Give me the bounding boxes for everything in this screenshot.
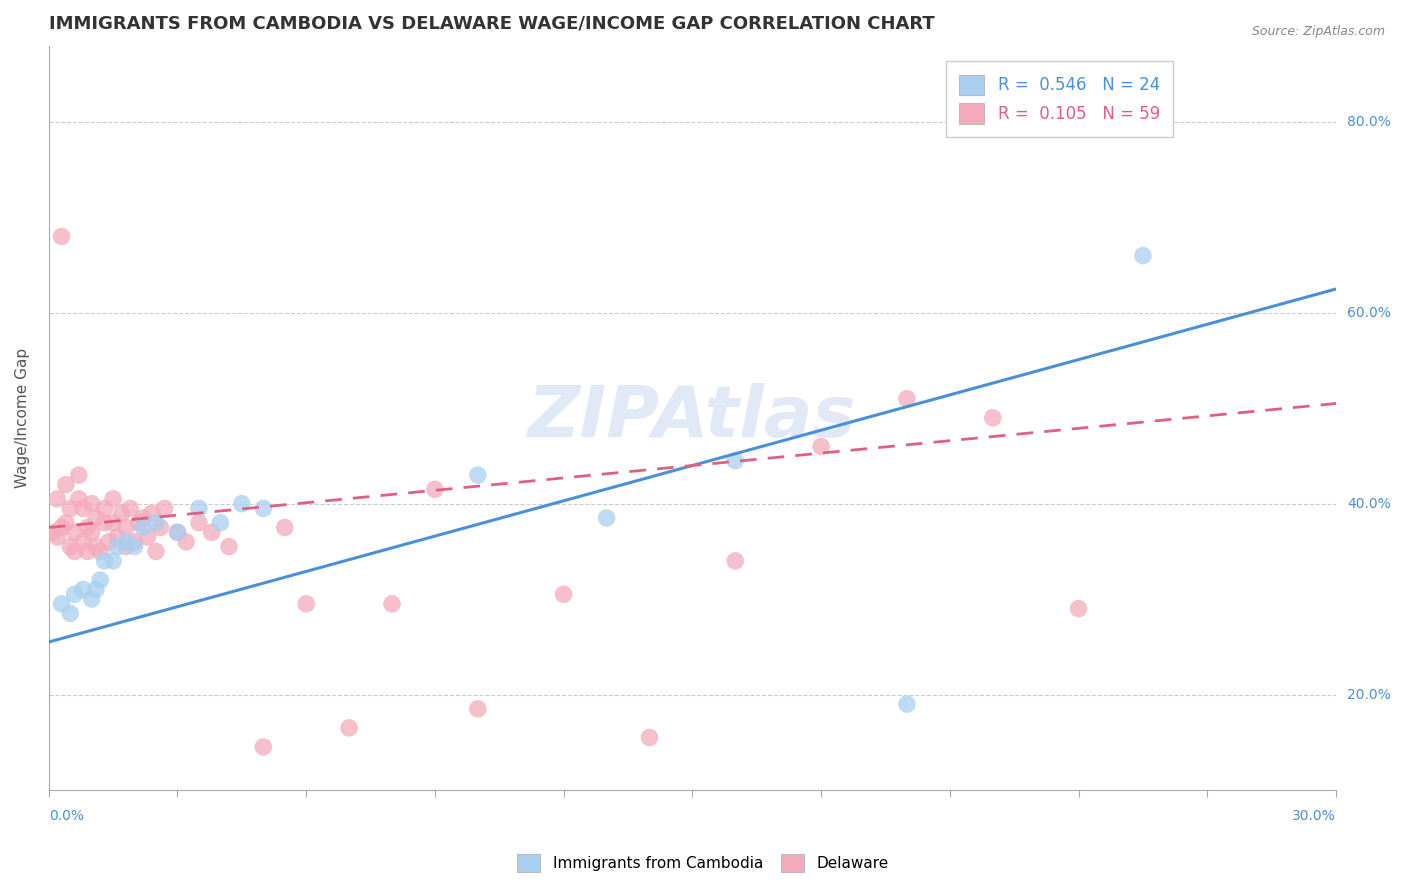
Point: [187, 501, 209, 516]
Point: [145, 516, 167, 530]
Point: [115, 534, 138, 549]
Point: [124, 534, 146, 549]
Point: [51, 520, 73, 534]
Point: [981, 410, 1004, 425]
Point: [93, 554, 115, 568]
Point: [467, 702, 489, 716]
Point: [107, 540, 129, 554]
Point: [145, 544, 167, 558]
Point: [80, 592, 103, 607]
Point: [724, 454, 747, 468]
Point: [423, 483, 446, 497]
Point: [55, 516, 77, 530]
Point: [132, 511, 155, 525]
Point: [59, 540, 82, 554]
Point: [63, 525, 86, 540]
Point: [51, 597, 73, 611]
Point: [153, 501, 176, 516]
Point: [231, 497, 253, 511]
Point: [274, 520, 297, 534]
Point: [1132, 249, 1154, 263]
Point: [218, 540, 240, 554]
Point: [84, 511, 107, 525]
Point: [101, 516, 124, 530]
Point: [72, 501, 94, 516]
Point: [187, 516, 209, 530]
Point: [84, 540, 107, 554]
Point: [93, 516, 115, 530]
Point: [63, 587, 86, 601]
Point: [252, 501, 274, 516]
Point: [72, 582, 94, 597]
Text: 20.0%: 20.0%: [1347, 688, 1391, 701]
Point: [76, 520, 98, 534]
Point: [595, 511, 617, 525]
Point: [724, 554, 747, 568]
Point: [638, 731, 661, 745]
Point: [124, 540, 146, 554]
Point: [84, 582, 107, 597]
Point: [252, 739, 274, 754]
Point: [107, 530, 129, 544]
Point: [467, 468, 489, 483]
Point: [115, 520, 138, 534]
Point: [141, 506, 163, 520]
Point: [295, 597, 318, 611]
Point: [63, 544, 86, 558]
Point: [128, 516, 150, 530]
Point: [89, 544, 111, 558]
Point: [166, 525, 188, 540]
Point: [810, 439, 832, 453]
Text: 60.0%: 60.0%: [1347, 306, 1391, 320]
Point: [136, 530, 159, 544]
Point: [174, 534, 197, 549]
Point: [209, 516, 232, 530]
Point: [55, 477, 77, 491]
Point: [101, 554, 124, 568]
Text: 0.0%: 0.0%: [49, 809, 84, 823]
Y-axis label: Wage/Income Gap: Wage/Income Gap: [15, 348, 30, 488]
Point: [42, 525, 65, 540]
Point: [896, 392, 918, 406]
Point: [67, 491, 90, 506]
Point: [93, 501, 115, 516]
Point: [115, 540, 138, 554]
Point: [97, 534, 120, 549]
Point: [166, 525, 188, 540]
Text: 80.0%: 80.0%: [1347, 115, 1391, 129]
Point: [1067, 601, 1090, 615]
Point: [80, 525, 103, 540]
Point: [120, 501, 142, 516]
Point: [51, 229, 73, 244]
Text: 30.0%: 30.0%: [1292, 809, 1336, 823]
Text: IMMIGRANTS FROM CAMBODIA VS DELAWARE WAGE/INCOME GAP CORRELATION CHART: IMMIGRANTS FROM CAMBODIA VS DELAWARE WAG…: [49, 15, 935, 33]
Point: [201, 525, 224, 540]
Text: ZIPAtlas: ZIPAtlas: [529, 384, 856, 452]
Point: [896, 697, 918, 711]
Point: [381, 597, 404, 611]
Legend: Immigrants from Cambodia, Delaware: Immigrants from Cambodia, Delaware: [510, 846, 896, 880]
Point: [111, 506, 134, 520]
Point: [80, 497, 103, 511]
Point: [553, 587, 575, 601]
Text: Source: ZipAtlas.com: Source: ZipAtlas.com: [1251, 25, 1385, 38]
Point: [132, 520, 155, 534]
Point: [149, 520, 172, 534]
Point: [76, 544, 98, 558]
Point: [46, 491, 69, 506]
Text: 40.0%: 40.0%: [1347, 497, 1391, 511]
Point: [46, 530, 69, 544]
Point: [72, 534, 94, 549]
Point: [89, 573, 111, 587]
Point: [67, 468, 90, 483]
Point: [101, 491, 124, 506]
Point: [59, 607, 82, 621]
Legend: R =  0.546   N = 24, R =  0.105   N = 59: R = 0.546 N = 24, R = 0.105 N = 59: [946, 62, 1173, 137]
Point: [337, 721, 360, 735]
Point: [59, 501, 82, 516]
